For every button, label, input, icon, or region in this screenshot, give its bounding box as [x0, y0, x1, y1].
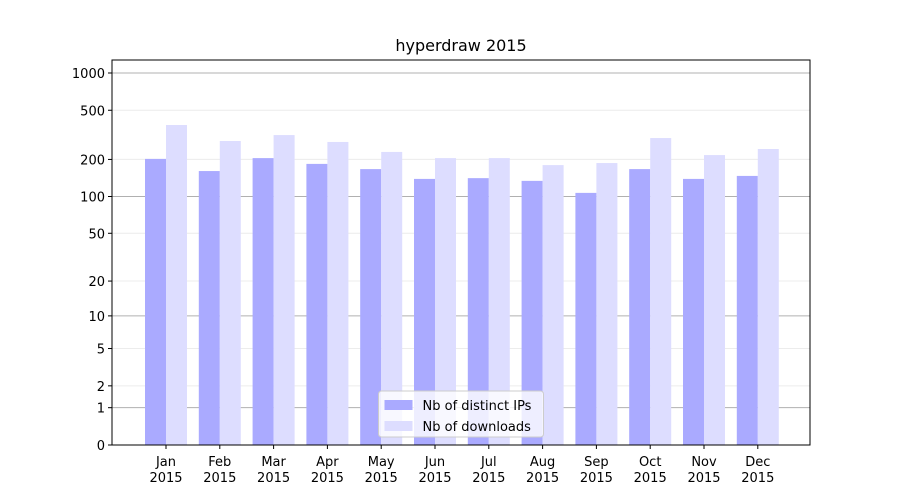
bar [435, 158, 456, 445]
legend-label: Nb of distinct IPs [423, 399, 532, 414]
bar [198, 171, 220, 445]
x-tick-label: Oct 2015 [634, 455, 667, 486]
x-tick-label: Dec 2015 [741, 455, 774, 486]
legend-box [378, 390, 544, 438]
bar [145, 158, 166, 445]
bar [467, 178, 489, 446]
y-tick-label: 50 [88, 227, 105, 242]
x-tick-label: Sep 2015 [580, 455, 613, 486]
x-tick-label: Feb 2015 [203, 455, 236, 486]
bar [219, 141, 241, 445]
y-tick-label: 0 [97, 439, 105, 454]
legend-swatch [384, 421, 413, 431]
y-tick-label: 1 [97, 402, 105, 417]
bar [629, 169, 651, 445]
bar [488, 158, 510, 445]
x-tick-label: May 2015 [365, 455, 398, 486]
bar [166, 124, 187, 445]
bar [273, 135, 295, 445]
bar [306, 163, 328, 446]
y-tick-label: 5 [97, 343, 105, 358]
bar [736, 175, 758, 446]
y-tick-label: 200 [80, 153, 105, 168]
x-tick-label: Aug 2015 [526, 455, 559, 486]
y-tick-label: 20 [88, 275, 105, 290]
x-tick-label: Apr 2015 [311, 455, 344, 486]
bar [596, 163, 618, 445]
bar [704, 155, 725, 446]
bar [757, 148, 779, 446]
x-tick-label: Jul 2015 [472, 455, 505, 486]
plot-frame [111, 59, 811, 446]
bar [542, 165, 564, 445]
bar [252, 158, 274, 445]
bar [327, 141, 349, 446]
x-tick-label: Jan 2015 [149, 455, 182, 486]
bar [414, 178, 435, 446]
chart-title: hyperdraw 2015 [395, 36, 526, 55]
y-tick-label: 100 [80, 190, 105, 205]
bar [381, 151, 403, 445]
bar [575, 192, 597, 445]
y-tick-label: 500 [80, 104, 105, 119]
bar [683, 178, 704, 446]
legend-swatch [384, 400, 413, 410]
y-tick-label: 1000 [72, 67, 105, 82]
y-tick-label: 10 [88, 310, 105, 325]
x-tick-label: Nov 2015 [687, 455, 720, 486]
legend-label: Nb of downloads [423, 420, 532, 435]
x-tick-label: Mar 2015 [257, 455, 290, 486]
bar [650, 138, 672, 445]
bar [521, 180, 543, 445]
x-tick-label: Jun 2015 [418, 455, 451, 486]
y-tick-label: 2 [97, 380, 105, 395]
bar [360, 169, 382, 445]
